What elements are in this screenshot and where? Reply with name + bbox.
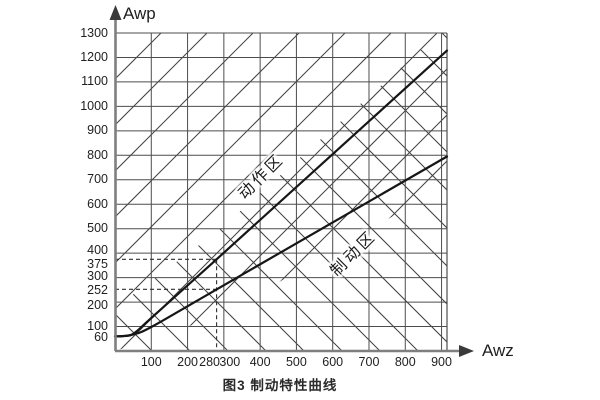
x-tick-label: 300	[219, 355, 241, 369]
grid-lines	[115, 32, 448, 351]
y-tick-label: 100	[87, 319, 108, 334]
axes	[109, 5, 474, 357]
y-tick-label: 252	[87, 282, 108, 297]
x-tick-label: 200	[177, 355, 198, 369]
y-tick-label: 1200	[80, 49, 108, 64]
y-tick-label: 1000	[80, 98, 108, 113]
y-tick-label: 400	[87, 242, 108, 257]
y-tick-label: 700	[87, 172, 108, 187]
y-tick-label: 900	[87, 123, 108, 138]
x-tick-label: 800	[394, 355, 416, 369]
y-tick-label: 300	[87, 269, 108, 284]
x-tick-label: 600	[322, 355, 344, 369]
y-tick-label: 500	[87, 221, 108, 236]
dashed-guides	[115, 258, 218, 351]
x-tick-label: 400	[249, 355, 271, 369]
hatch-action-region	[115, 33, 447, 351]
y-tick-label: 600	[87, 196, 108, 211]
x-tick-label: 500	[285, 355, 307, 369]
y-axis-title: Awp	[123, 4, 156, 23]
y-tick-label: 800	[87, 147, 108, 162]
curve-action-boundary-upper	[113, 49, 449, 338]
x-tick-label: 100	[140, 355, 162, 369]
x-tick-label: 280	[199, 355, 221, 369]
y-tick-label: 1100	[81, 74, 108, 89]
characteristic-curves	[113, 49, 449, 338]
x-axis-arrow-icon	[459, 345, 474, 357]
y-tick-label: 375	[87, 256, 108, 271]
y-tick-label: 200	[87, 297, 108, 312]
figure-caption: 图3 制动特性曲线	[222, 378, 338, 393]
y-tick-label: 60	[94, 329, 108, 344]
curve-braking-boundary-lower	[113, 155, 449, 338]
y-tick-label: 1300	[80, 25, 108, 40]
x-tick-label: 900	[431, 355, 452, 369]
x-tick-label: 700	[358, 355, 380, 369]
y-axis-arrow-icon	[109, 5, 122, 20]
x-axis-title: Awz	[482, 341, 514, 360]
